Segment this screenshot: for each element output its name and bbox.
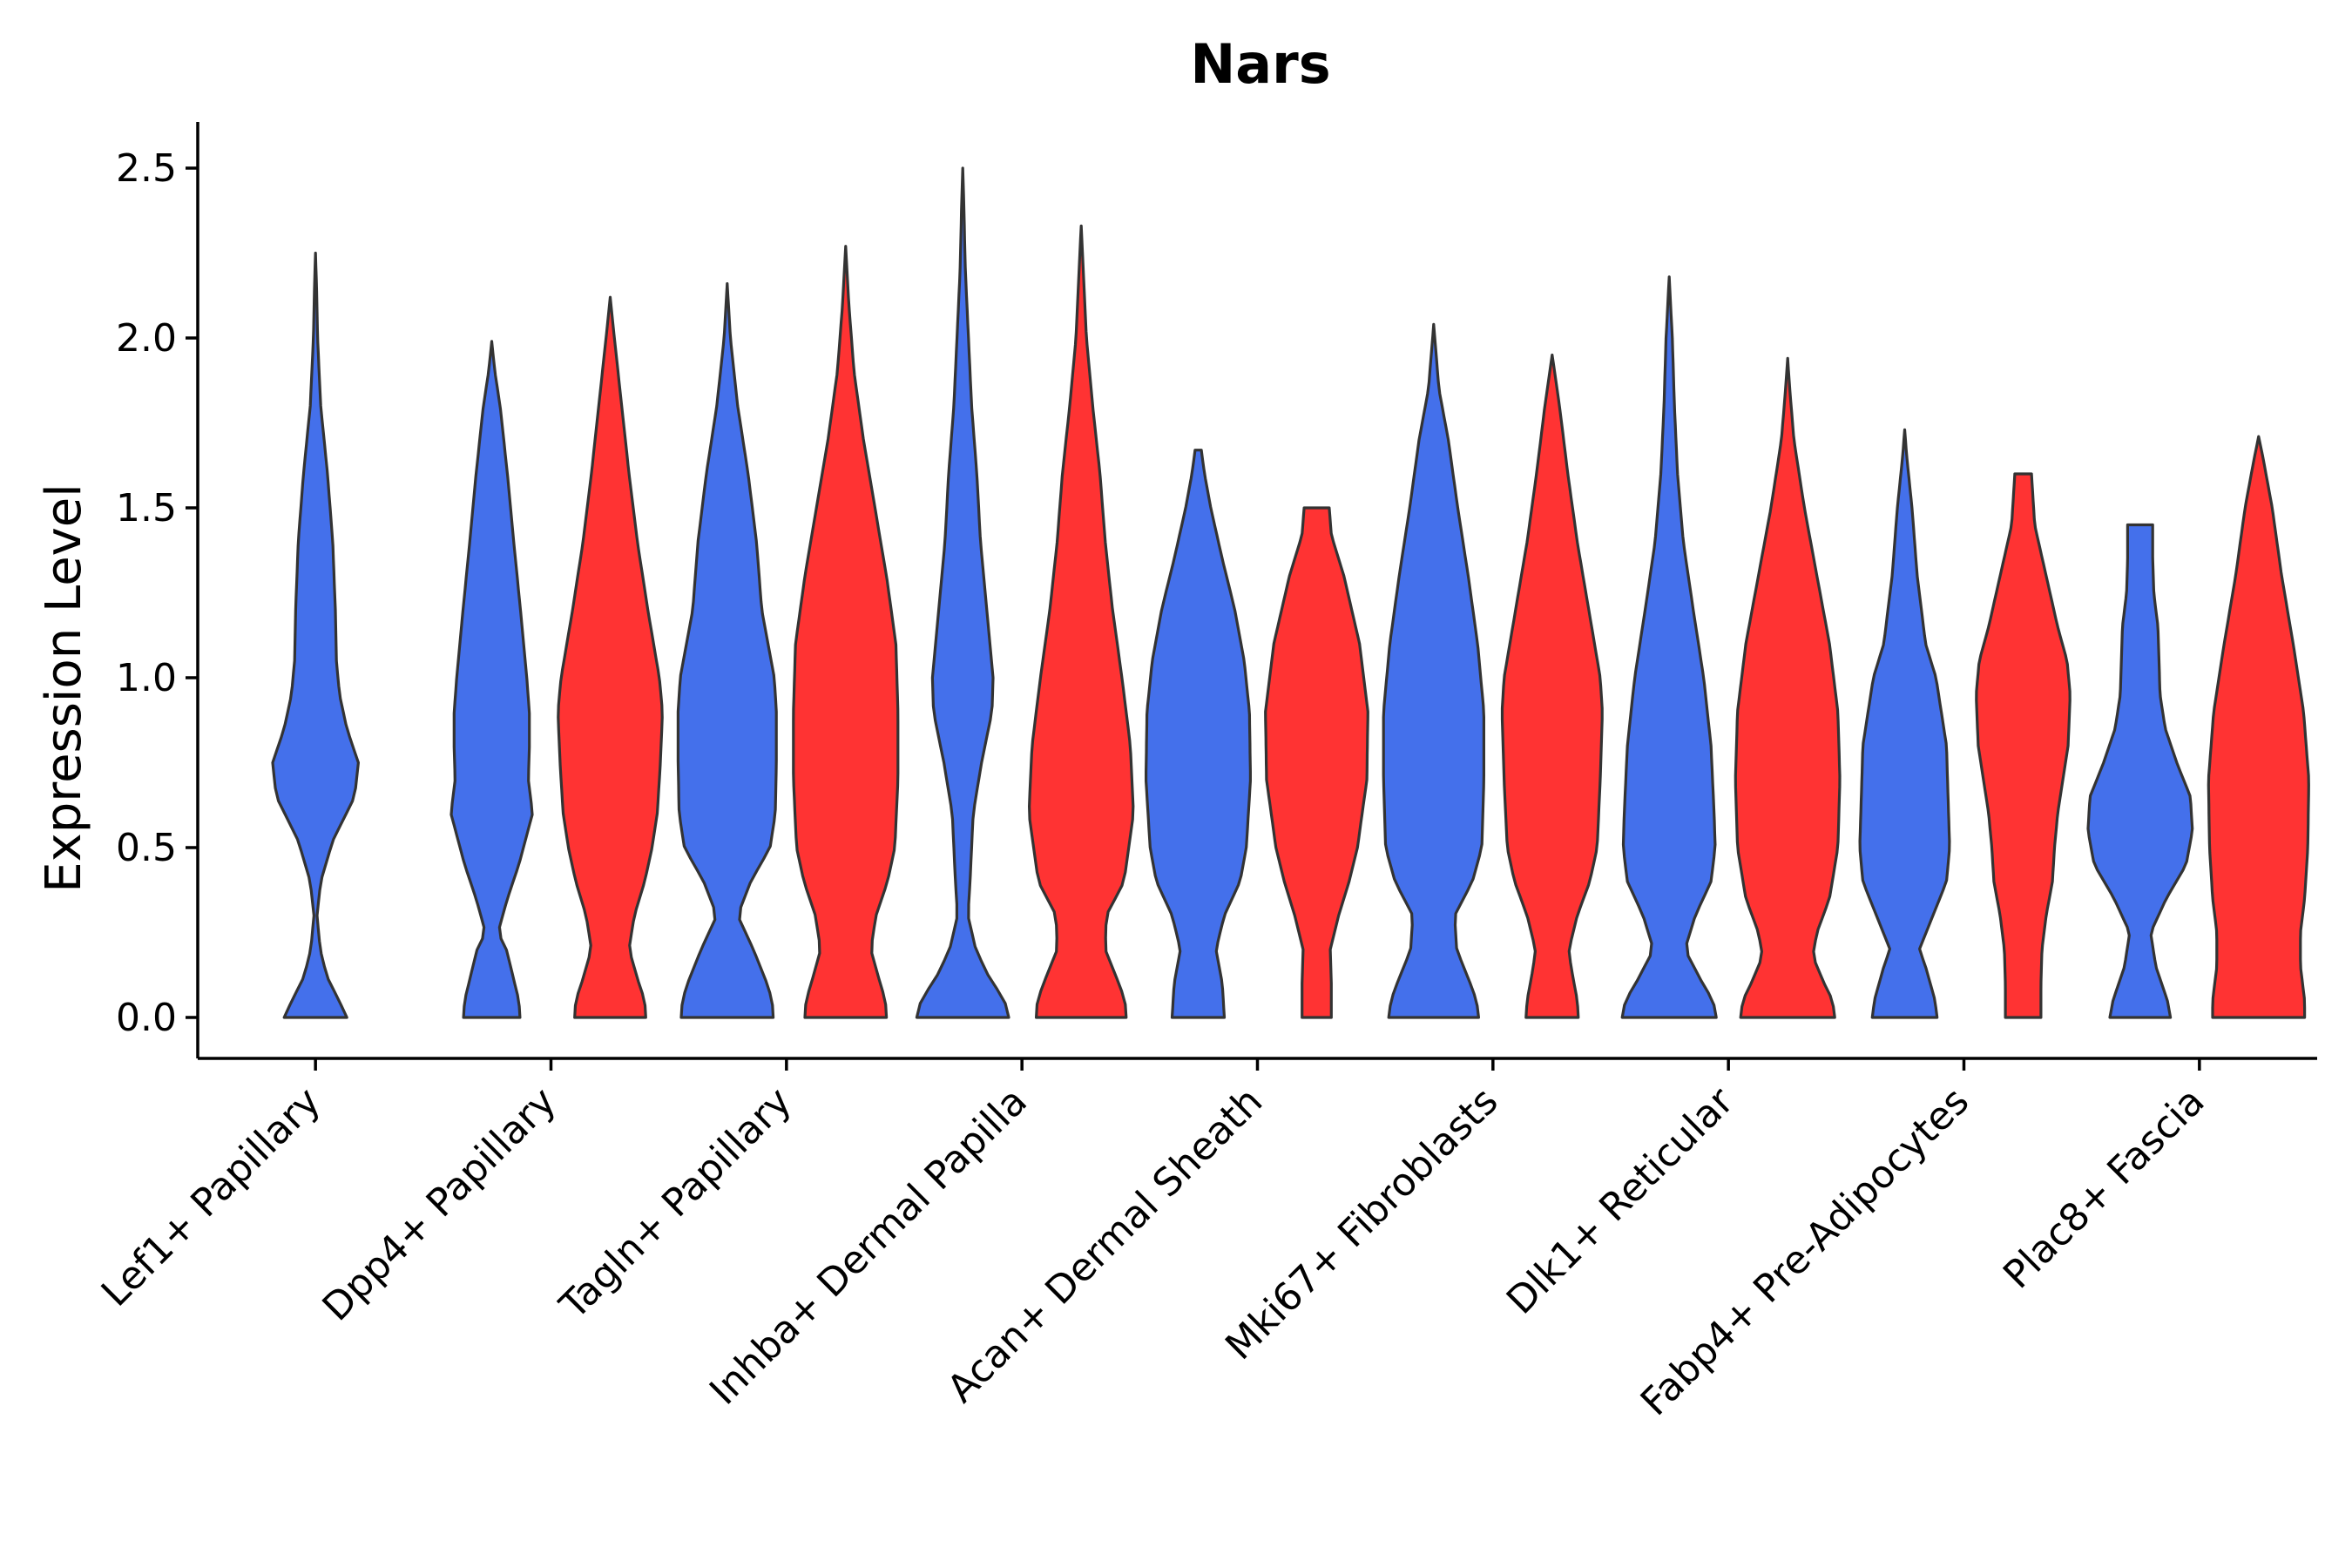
violin-red-dlk1-reticular	[1734, 356, 1842, 1019]
y-axis-label: Expression Level	[36, 483, 92, 893]
violins-group	[271, 166, 2310, 1019]
violin-blue-mki67-fibroblasts	[1382, 322, 1485, 1019]
x-tick-label: Tagln+ Papillary	[551, 1079, 800, 1328]
y-tick-label: 0.0	[116, 996, 177, 1040]
violin-blue-dpp4-papillary	[449, 340, 534, 1019]
violin-blue-acan-dermal-sheath	[1145, 449, 1252, 1019]
violin-blue-plac8-fascia	[2086, 523, 2194, 1019]
x-tick-label: Mki67+ Fibroblasts	[1217, 1079, 1506, 1369]
violin-red-tagln-papillary	[792, 245, 900, 1019]
violin-red-mki67-fibroblasts	[1500, 353, 1604, 1019]
violin-blue-dlk1-reticular	[1620, 275, 1718, 1019]
x-tick-label: Dlk1+ Reticular	[1498, 1078, 1743, 1323]
y-tick-label: 1.5	[116, 486, 177, 531]
violin-red-fabp4-pre-adipocytes	[1975, 472, 2072, 1019]
chart-title: Nars	[1190, 32, 1330, 96]
violin-blue-tagln-papillary	[676, 282, 778, 1019]
x-tick-label: Dpp4+ Papillary	[314, 1079, 565, 1330]
x-tick-label: Plac8+ Fascia	[1995, 1079, 2213, 1298]
y-axis: 0.0 0.5 1.0 1.5 2.0 2.5	[116, 122, 199, 1058]
violin-red-plac8-fascia	[2207, 435, 2310, 1019]
y-tick-label: 0.5	[116, 826, 177, 870]
y-tick-label: 2.5	[116, 146, 177, 191]
x-tick-label: Lef1+ Papillary	[93, 1079, 329, 1315]
violin-red-dpp4-papillary	[557, 295, 664, 1019]
violin-red-inhba-dermal-papilla	[1028, 224, 1135, 1019]
violin-blue-inhba-dermal-papilla	[915, 166, 1010, 1019]
y-tick-label: 1.0	[116, 656, 177, 700]
violin-blue-fabp4-pre-adipocytes	[1858, 428, 1951, 1019]
violin-red-acan-dermal-sheath	[1264, 506, 1369, 1019]
violin-blue-lef1-papillary	[271, 251, 360, 1019]
y-tick-label: 2.0	[116, 316, 177, 361]
